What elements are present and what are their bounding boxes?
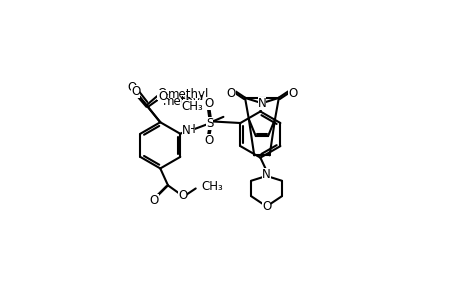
Text: CH₃: CH₃ [202,180,223,193]
Text: O: O [204,134,213,147]
Text: O: O [226,87,235,100]
Text: O: O [127,81,136,94]
Text: methyl: methyl [162,95,204,108]
Text: CH₃: CH₃ [181,100,203,112]
Text: O: O [157,87,166,100]
Text: O: O [178,189,187,202]
Text: S: S [206,116,213,130]
Text: O: O [287,87,297,100]
Text: O: O [204,97,213,110]
Text: N: N [257,97,266,110]
Text: N: N [182,124,190,137]
Text: O: O [261,200,271,213]
Text: N: N [262,168,270,181]
Text: O: O [149,194,158,207]
Text: methyl: methyl [168,88,209,101]
Text: H: H [186,123,195,136]
Text: O: O [157,90,167,103]
Text: O: O [131,85,140,98]
